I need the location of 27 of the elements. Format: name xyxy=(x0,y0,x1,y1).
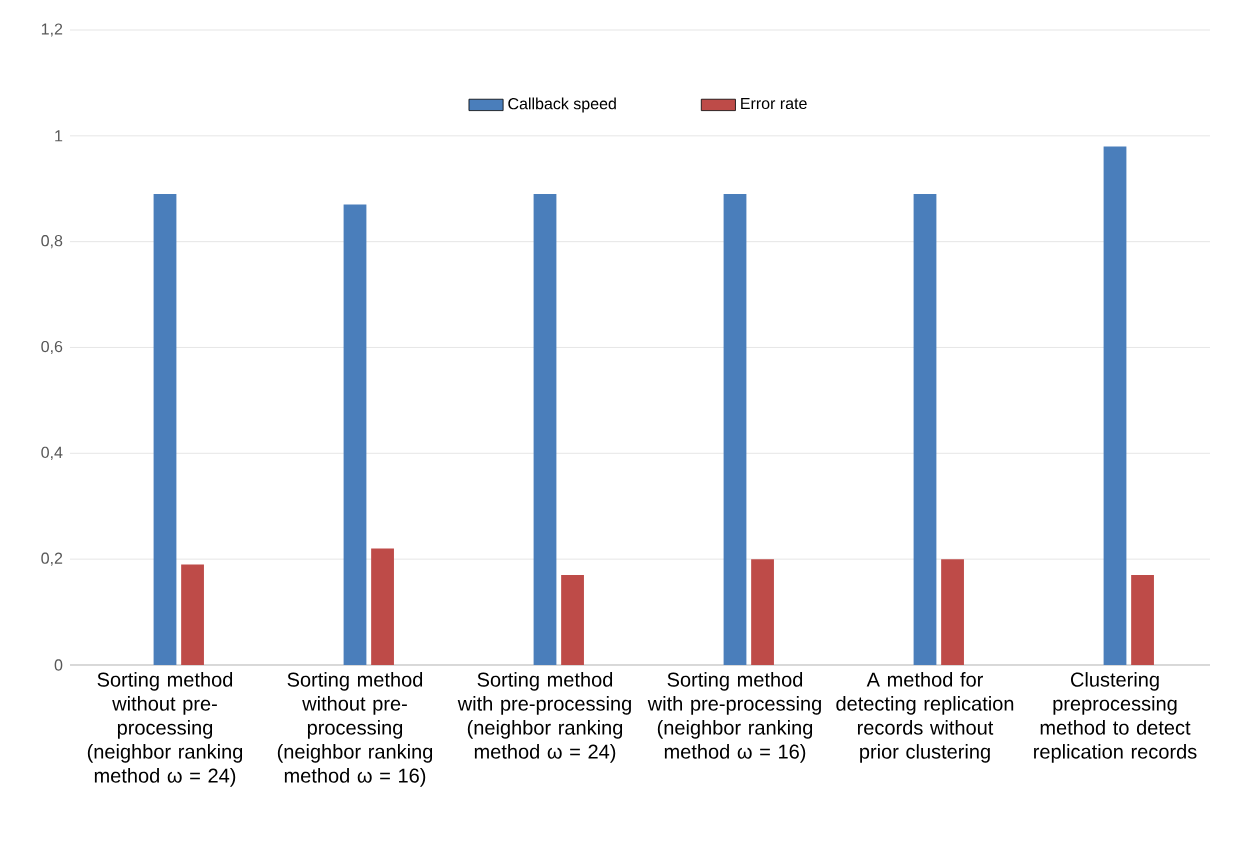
bar xyxy=(1131,575,1154,665)
x-tick-label: Clustering preprocessing method to detect replication records xyxy=(1034,672,1197,763)
bar xyxy=(343,204,367,665)
x-tick-label: Sorting method without pre-processing (neighbor ranking method ω = 24) xyxy=(87,672,243,787)
y-tick-label: 1,2 xyxy=(41,23,63,37)
x-tick-label: Sorting method with pre-processing (neighbor ranking method ω = 24) xyxy=(457,672,631,763)
y-tick-label: 0 xyxy=(54,659,63,671)
legend-label: Callback speed xyxy=(508,97,616,113)
y-tick-label: 0,6 xyxy=(41,340,63,355)
y-tick-label: 1 xyxy=(55,130,63,142)
y-tick-label: 0,4 xyxy=(41,446,63,460)
bar xyxy=(941,559,964,665)
bar xyxy=(153,194,177,665)
x-tick-label: Sorting method with pre-processing (neighbor ranking method ω = 16) xyxy=(647,672,821,763)
bar xyxy=(723,194,747,665)
x-tick-label: A method for detecting replication records without prior clustering xyxy=(836,672,1014,763)
bar xyxy=(561,575,584,665)
y-tick-label: 0,8 xyxy=(41,235,63,249)
x-tick-label: Sorting method without pre-processing (neighbor ranking method ω = 16) xyxy=(277,672,433,787)
bar xyxy=(181,564,204,665)
bar xyxy=(371,548,394,665)
bar xyxy=(1103,146,1127,665)
bar xyxy=(533,194,557,665)
bar xyxy=(751,559,774,665)
y-tick-label: 0,2 xyxy=(41,552,63,566)
bar xyxy=(913,194,937,665)
legend-label: Error rate xyxy=(741,97,807,110)
